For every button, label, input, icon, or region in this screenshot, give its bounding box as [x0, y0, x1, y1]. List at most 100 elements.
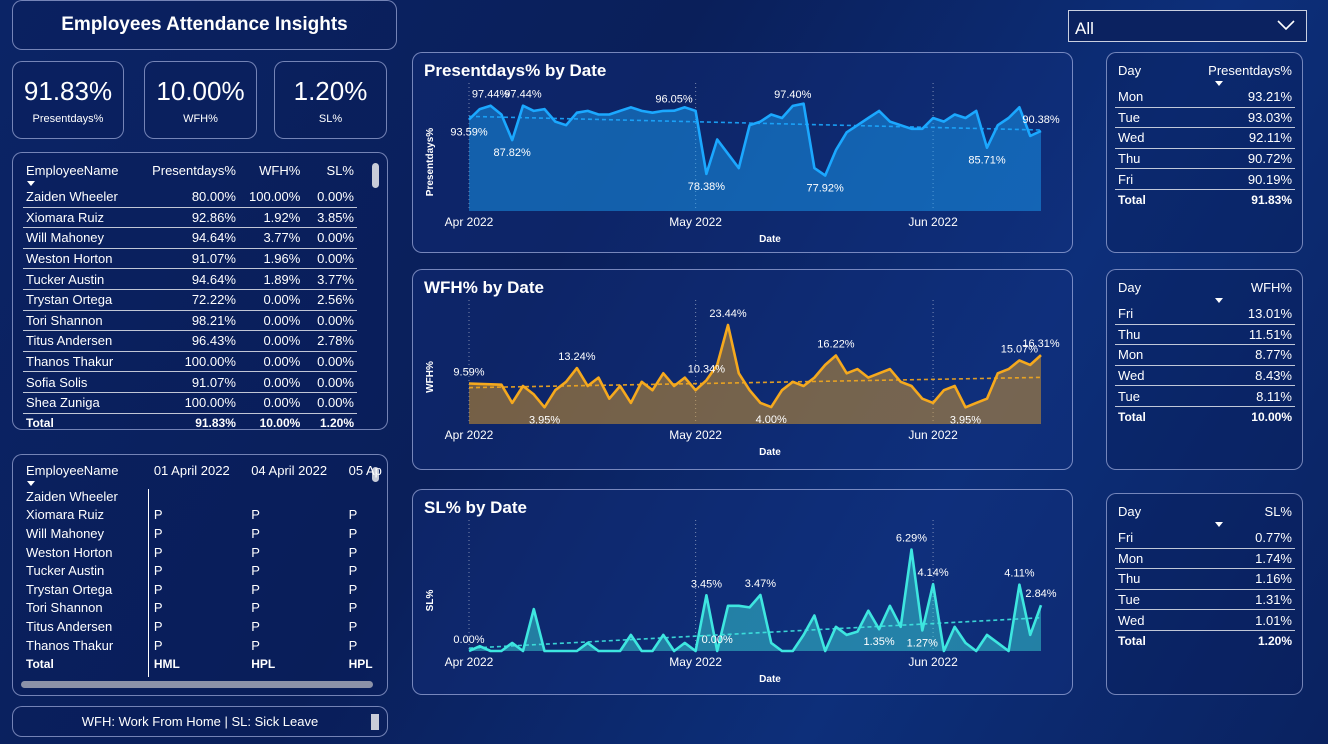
row: Fri 90.19%: [1115, 168, 1295, 190]
cell: P: [348, 525, 358, 541]
slicer[interactable]: All: [1068, 10, 1307, 42]
column-header: SL%: [326, 163, 354, 178]
cell: 94.64%: [144, 227, 239, 249]
cell: 72.22%: [144, 289, 239, 311]
chart-panel: SL% by Date SL% Date Apr 2022 May 2022 Jun 20…: [412, 489, 1073, 695]
cell: Xiomara Ruiz: [26, 507, 105, 523]
cell: 2.56%: [303, 289, 357, 311]
data-label: 9.59%: [453, 367, 484, 379]
h-scrollbar[interactable]: [21, 681, 373, 688]
total-cell: Total: [1118, 409, 1146, 424]
chart-title: WFH% by Date: [424, 278, 544, 297]
row: Wed 8.43%: [1115, 365, 1295, 387]
cell: [346, 487, 387, 506]
title-box: Employees Attendance Insights: [12, 0, 397, 50]
cell: 93.03%: [1175, 107, 1295, 129]
data-label: 4.11%: [1004, 568, 1035, 580]
total-cell: 1.20%: [319, 416, 354, 431]
cell: 3.77%: [303, 268, 357, 290]
cell: 3.85%: [303, 207, 357, 229]
data-label: 1.27%: [907, 638, 938, 650]
data-label: 97.40%: [774, 89, 812, 101]
row: Fri 0.77%: [1115, 528, 1295, 549]
row: Trystan Ortega P P P: [23, 580, 387, 599]
cell: Tucker Austin: [23, 268, 145, 290]
data-label: 3.47%: [745, 578, 776, 590]
cell: Tue: [1115, 589, 1178, 611]
column-header: Day: [1118, 63, 1142, 78]
total-cell: Total: [1118, 633, 1146, 648]
data-label: 1.35%: [864, 636, 895, 648]
chart: SL% by Date SL% Date Apr 2022 May 2022 Jun 20…: [424, 498, 1057, 685]
cell: 0.00%: [238, 330, 304, 352]
cell: Thu: [1115, 324, 1178, 346]
row: Wed 1.01%: [1115, 609, 1295, 631]
cell: 8.43%: [1177, 365, 1295, 387]
total-cell: 91.83%: [1251, 192, 1292, 207]
cell: Tori Shannon: [26, 600, 103, 616]
kpi-card: 1.20% SL%: [274, 61, 387, 139]
total-row: Total 1.20%: [1115, 630, 1295, 650]
area: [469, 103, 1041, 211]
data-label: 16.31%: [1022, 338, 1060, 350]
cell: 1.16%: [1177, 568, 1295, 590]
row: Xiomara Ruiz P P P: [23, 506, 387, 525]
cell: Shea Zuniga: [23, 392, 145, 414]
cell: 1.01%: [1177, 609, 1295, 631]
row: Thanos Thakur 100.00% 0.00% 0.00%: [23, 351, 357, 373]
data-label: 78.38%: [688, 181, 726, 193]
column-header: Day: [1118, 280, 1142, 295]
cell: Trystan Ortega: [26, 581, 113, 597]
cell: Tori Shannon: [23, 310, 145, 332]
trend-line: [468, 616, 1042, 649]
y-axis-label: Presentdays%: [425, 128, 436, 196]
total-row: Total 91.83%: [1115, 189, 1295, 209]
data-label: 87.82%: [494, 147, 532, 159]
cell: 0.00%: [303, 392, 357, 414]
cell: P: [251, 544, 260, 560]
cell: Tucker Austin: [26, 563, 105, 579]
cell: P: [251, 600, 260, 616]
cell: Thu: [1115, 148, 1176, 170]
cell: 98.21%: [144, 310, 239, 332]
row: Fri 13.01%: [1115, 304, 1295, 325]
cell: P: [348, 618, 358, 634]
cell: Will Mahoney: [26, 525, 105, 541]
data-label: 97.44%: [472, 89, 510, 101]
row: Titus Andersen 96.43% 0.00% 2.78%: [23, 330, 357, 352]
chart-panel: Presentdays% by Date Presentdays% Date Apr …: [412, 52, 1073, 253]
scrollbar[interactable]: [372, 467, 379, 482]
row: Will Mahoney P P P: [23, 524, 387, 543]
row: Thanos Thakur P P P: [23, 636, 387, 655]
cell: P: [153, 507, 163, 523]
scrollbar[interactable]: [372, 163, 379, 188]
scrollbar[interactable]: [371, 714, 379, 730]
row: Shea Zuniga 100.00% 0.00% 0.00%: [23, 392, 357, 414]
cell: P: [348, 544, 358, 560]
x-tick-label: Jun 2022: [908, 428, 958, 442]
data-label: 10.34%: [688, 363, 726, 375]
chart-title: Presentdays% by Date: [424, 61, 606, 80]
cell: 11.51%: [1177, 324, 1295, 346]
chart: Presentdays% by Date Presentdays% Date Apr …: [424, 61, 1060, 245]
line: [468, 102, 1042, 177]
cell: Zaiden Wheeler: [23, 187, 145, 208]
row: Wed 92.11%: [1115, 127, 1295, 149]
cell: Xiomara Ruiz: [23, 207, 145, 229]
row: Xiomara Ruiz 92.86% 1.92% 3.85%: [23, 207, 357, 229]
cell: P: [251, 581, 260, 597]
x-tick-label: Apr 2022: [445, 215, 494, 229]
cell: 0.00%: [238, 351, 304, 373]
cell: P: [251, 637, 260, 653]
kpi-value: 10.00%: [156, 75, 245, 106]
data-label: 97.44%: [504, 89, 542, 101]
cell: 0.00%: [238, 310, 304, 332]
attendance-matrix-panel: EmployeeName 01 April 2022 04 April 2022 05…: [12, 454, 388, 696]
line: [468, 323, 1042, 409]
cell: Weston Horton: [23, 248, 145, 270]
kpi-value: 1.20%: [293, 75, 368, 106]
cell: 91.07%: [144, 371, 239, 393]
row: Thu 1.16%: [1115, 568, 1295, 590]
header-row: Day SL%: [1115, 504, 1295, 528]
